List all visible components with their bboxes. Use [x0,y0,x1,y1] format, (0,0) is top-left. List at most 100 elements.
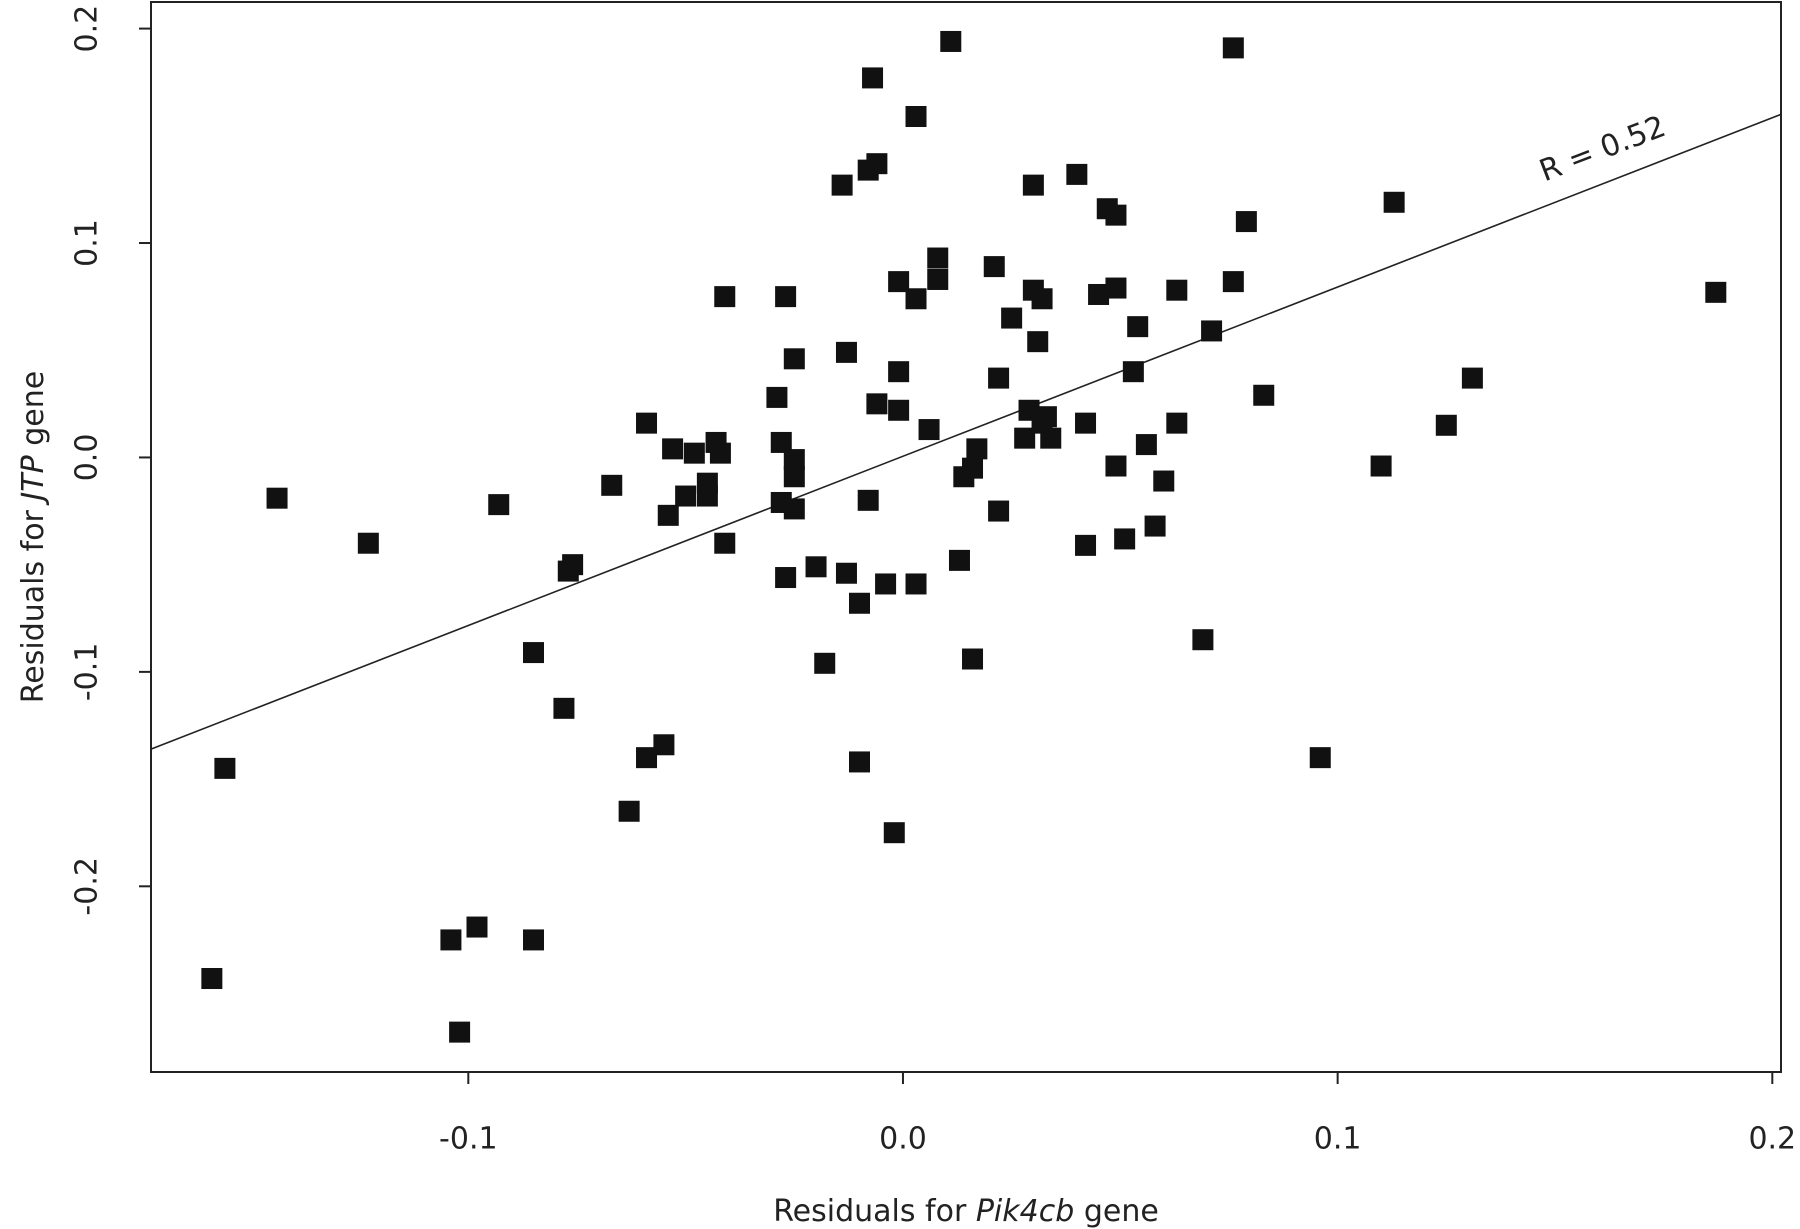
point [1144,515,1166,537]
point [449,1021,471,1043]
point [440,929,462,951]
point [862,67,884,89]
point [988,367,1010,389]
point [1383,191,1405,213]
point [1027,331,1049,353]
x-tick-label: -0.1 [439,1122,498,1157]
point [714,286,736,308]
point [918,419,940,441]
point [1066,163,1088,185]
label-part: JTP [16,454,51,505]
point [266,487,288,509]
point [1075,412,1097,434]
point [835,341,857,363]
point [775,567,797,589]
x-axis-label: Residuals for Pik4cb gene [773,1194,1159,1229]
point [601,474,623,496]
point [1370,455,1392,477]
point [948,549,970,571]
point [805,556,827,578]
y-tick-label: 0.1 [70,219,105,267]
point [1153,470,1175,492]
point [714,532,736,554]
point [1122,361,1144,383]
point [814,652,836,674]
label-part: gene [16,371,51,456]
point [1105,455,1127,477]
point [1105,277,1127,299]
point [1022,174,1044,196]
point [905,573,927,595]
point [618,800,640,822]
point [849,592,871,614]
point [1075,534,1097,556]
point [1201,320,1223,342]
point [683,442,705,464]
point [696,485,718,507]
point [983,256,1005,278]
point [1192,629,1214,651]
point [1127,316,1149,338]
point [1222,37,1244,59]
point [1014,427,1036,449]
point [1031,288,1053,310]
point [1001,307,1023,329]
point [201,968,223,990]
point [523,929,545,951]
point [888,399,910,421]
point [214,757,236,779]
point [905,288,927,310]
point [1435,414,1457,436]
x-tick-label: 0.0 [879,1122,927,1157]
point [553,697,575,719]
point [866,153,888,175]
point [1040,427,1062,449]
x-tick-label: 0.1 [1314,1122,1362,1157]
point [857,489,879,511]
point [927,247,949,269]
plot-frame [150,1,1782,1073]
point [770,431,792,453]
point [962,457,984,479]
point [466,916,488,938]
label-part: gene [1074,1194,1159,1229]
point [636,747,658,769]
point [636,412,658,434]
point [888,361,910,383]
point [966,438,988,460]
point [709,442,731,464]
y-tick-label: 0.0 [70,434,105,482]
point [1309,747,1331,769]
point [875,573,897,595]
label-part: Residuals for [16,501,51,704]
point [488,494,510,516]
point [1088,283,1110,305]
point [783,498,805,520]
point [835,562,857,584]
point [1105,204,1127,226]
point [775,286,797,308]
point [849,751,871,773]
point [1235,211,1257,233]
point [940,30,962,52]
y-tick-label: -0.2 [70,857,105,916]
point [662,438,684,460]
point [927,268,949,290]
fit-line [150,113,1782,750]
point [657,504,679,526]
point [1114,528,1136,550]
point [888,271,910,293]
point [1253,384,1275,406]
point [653,734,675,756]
y-tick-label: -0.1 [70,643,105,702]
y-tick-label: 0.2 [70,5,105,53]
point [1035,406,1057,428]
point [1222,271,1244,293]
point [1166,412,1188,434]
point [1705,281,1727,303]
point [783,449,805,471]
point [1166,279,1188,301]
point [783,466,805,488]
